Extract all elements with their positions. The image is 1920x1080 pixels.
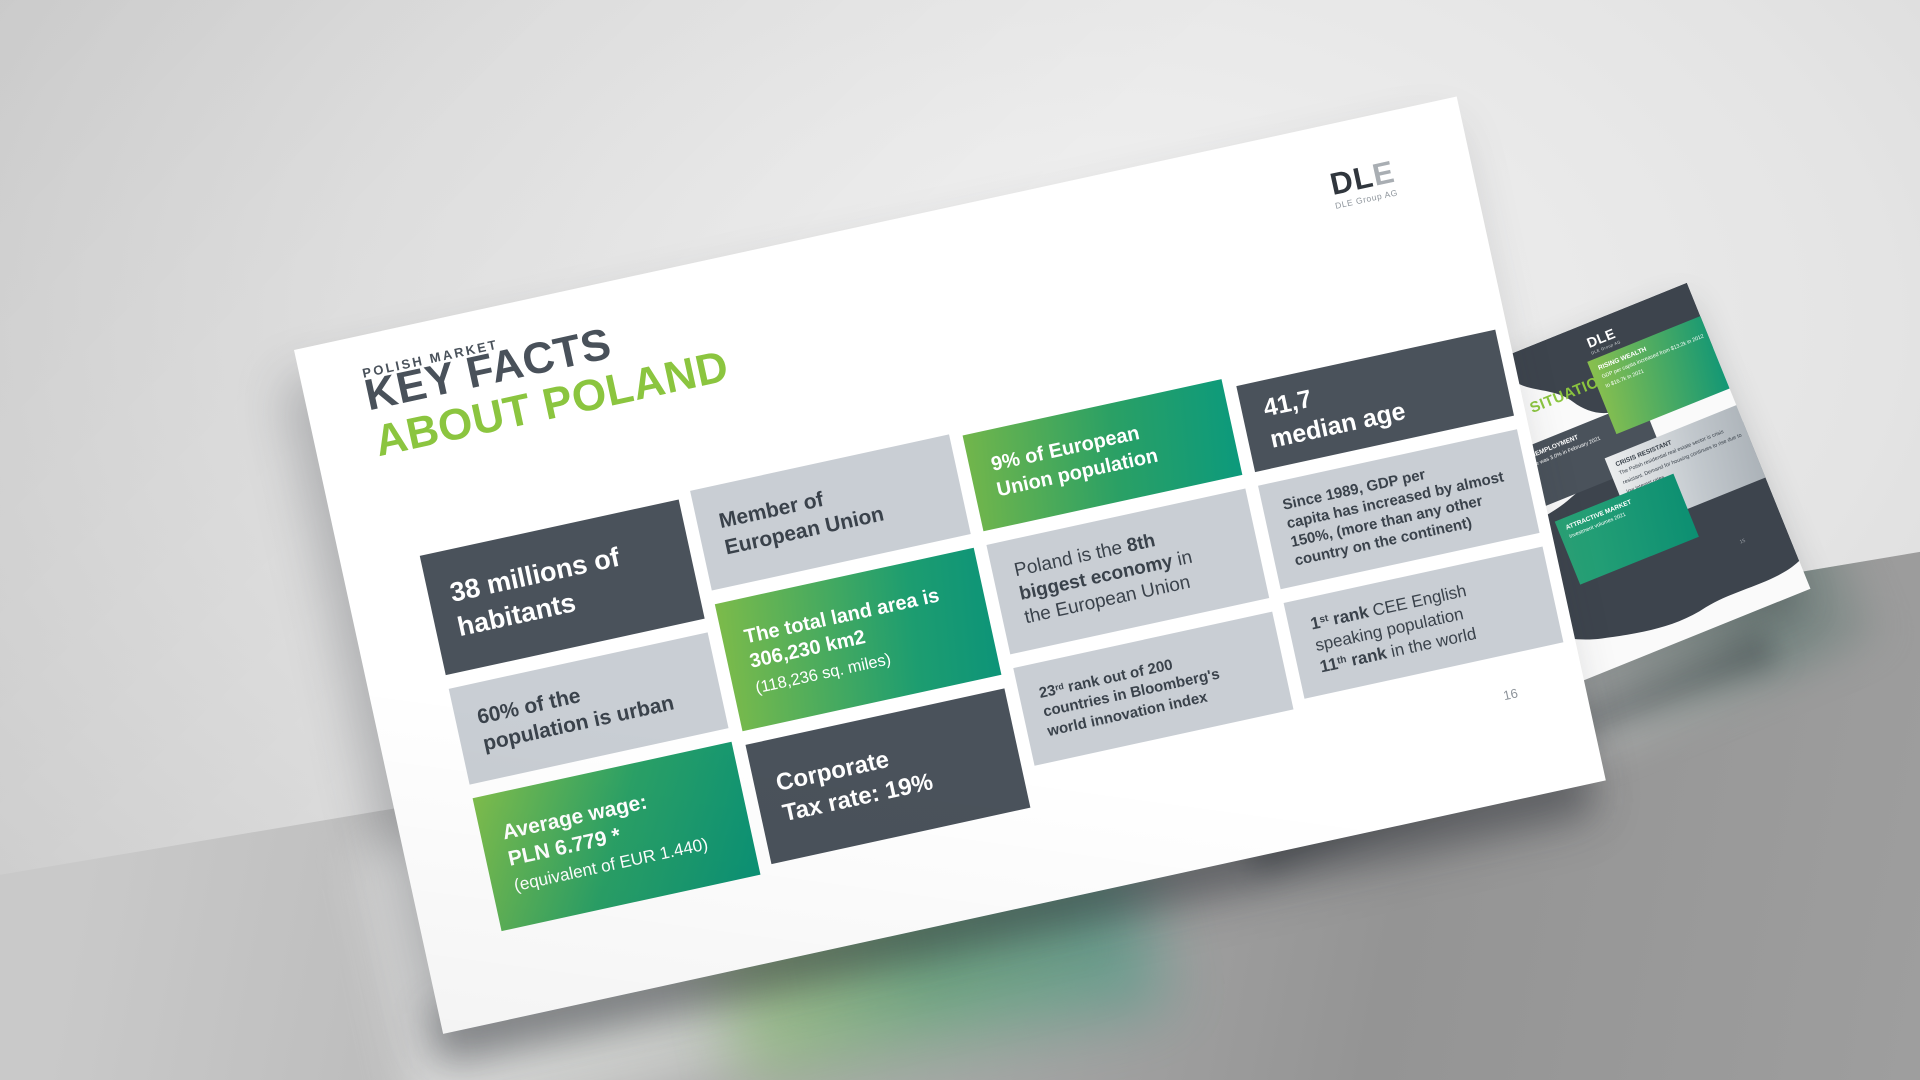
dle-logo: DLE DLE Group AG bbox=[1327, 154, 1399, 211]
page-number: 16 bbox=[1501, 685, 1520, 704]
page-title: KEY FACTS ABOUT POLAND bbox=[360, 298, 733, 466]
